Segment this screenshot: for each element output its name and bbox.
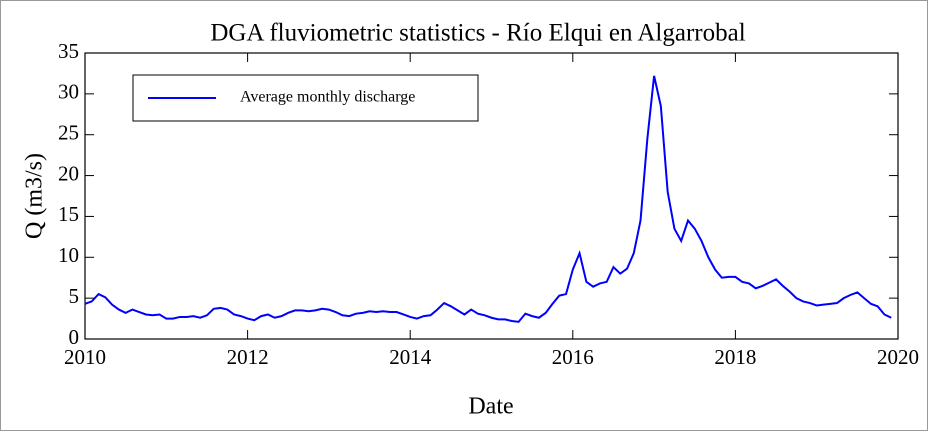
y-tick-label: 35 [58,39,79,63]
y-tick-label: 30 [58,80,79,104]
x-axis-label: Date [468,394,513,420]
y-tick-label: 20 [58,161,79,185]
y-tick-label: 25 [58,121,79,145]
chart-title: DGA fluviometric statistics - Río Elqui … [210,20,745,47]
legend-label: Average monthly discharge [240,89,415,106]
x-tick-label: 2010 [64,345,106,369]
x-tick-label: 2012 [227,345,269,369]
y-tick-label: 15 [58,202,79,226]
plot-frame [84,52,899,340]
x-tick-label: 2018 [714,345,756,369]
x-tick-label: 2016 [552,345,594,369]
y-tick-label: 5 [69,284,80,308]
y-tick-label: 10 [58,243,79,267]
x-tick-label: 2020 [877,345,919,369]
data-line [84,75,892,323]
y-tick-label: 0 [69,325,80,349]
y-axis-label: Q (m3/s) [22,153,48,239]
x-tick-label: 2014 [389,345,432,369]
